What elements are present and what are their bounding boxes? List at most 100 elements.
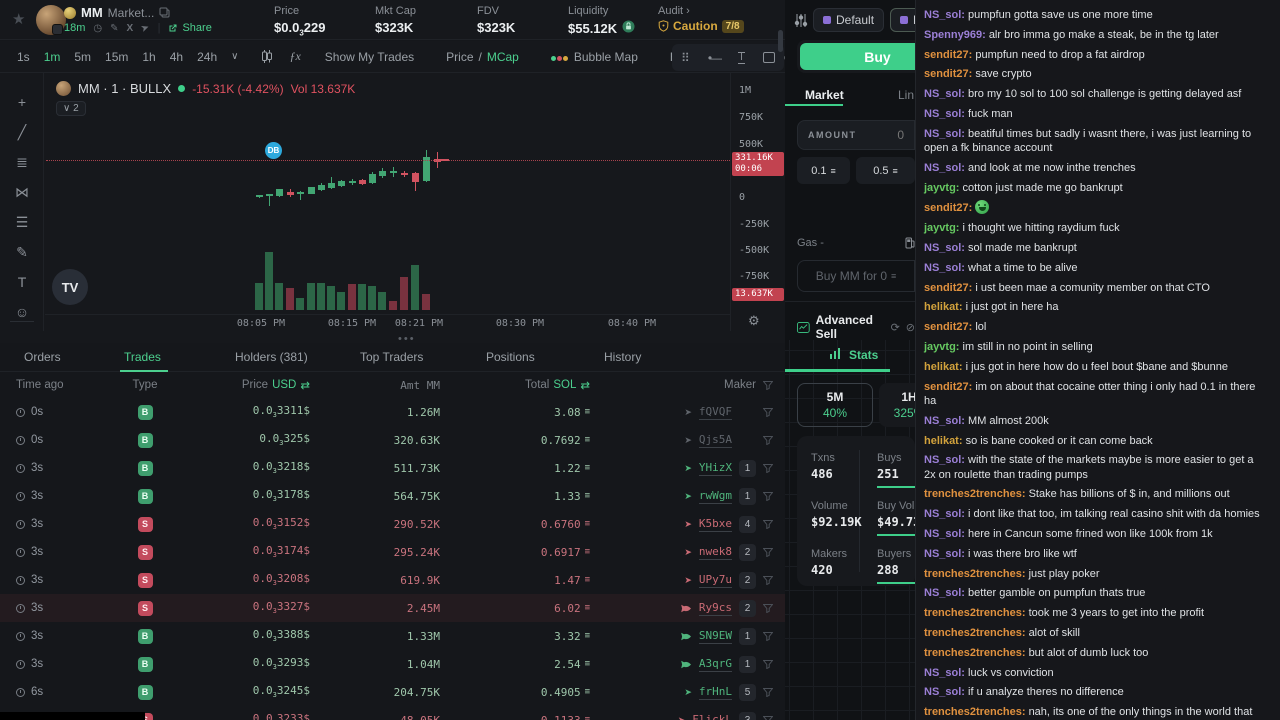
chat-username[interactable]: NS_sol: bbox=[924, 547, 965, 560]
chat-username[interactable]: jayvtg: bbox=[924, 222, 960, 235]
maker-address[interactable]: A3qrG bbox=[698, 656, 732, 672]
chat-panel[interactable]: NS_sol: pumpfun gotta save us one more t… bbox=[915, 0, 1280, 720]
chat-username[interactable]: NS_sol: bbox=[924, 666, 965, 679]
brush-icon[interactable]: ✎ bbox=[16, 243, 28, 260]
edit-icon[interactable]: ✎ bbox=[110, 22, 119, 34]
favorite-star-icon[interactable]: ★ bbox=[12, 11, 26, 28]
maker-address[interactable]: SN9EW bbox=[698, 628, 732, 644]
trade-maker[interactable]: ➤ Qjs5A bbox=[590, 432, 773, 449]
chat-username[interactable]: NS_sol: bbox=[924, 242, 965, 255]
amount-preset-0.1[interactable]: 0.1 ≡ bbox=[797, 157, 850, 184]
maker-address[interactable]: Qjs5A bbox=[698, 432, 732, 448]
chat-username[interactable]: trenches2trenches: bbox=[924, 646, 1026, 659]
table-row[interactable]: 3s S 0.033327$ 2.45M 6.02 ≡ Ry9cs 2 bbox=[0, 594, 785, 622]
swap-icon[interactable]: ⇄ bbox=[580, 380, 590, 392]
maker-address[interactable]: rwWgm bbox=[698, 488, 732, 504]
chart-settings-gear-icon[interactable]: ⚙ bbox=[748, 313, 760, 328]
indicators-fx-icon[interactable]: ƒx bbox=[289, 49, 301, 63]
chat-username[interactable]: trenches2trenches: bbox=[924, 488, 1026, 501]
tab-trades[interactable]: Trades bbox=[124, 350, 161, 364]
measure-line-icon[interactable]: •— bbox=[707, 50, 722, 65]
table-row[interactable]: 3s B 0.033178$ 564.75K 1.33 ≡ ➤ rwWgm 1 bbox=[0, 482, 785, 510]
emoji-tool-icon[interactable]: ☺ bbox=[14, 304, 30, 320]
table-row[interactable]: 3s B 0.033293$ 1.04M 2.54 ≡ A3qrG 1 bbox=[0, 650, 785, 678]
chat-username[interactable]: trenches2trenches: bbox=[924, 627, 1026, 639]
chat-username[interactable]: jayvtg: bbox=[924, 181, 960, 194]
timeframe-1h[interactable]: 1h bbox=[142, 49, 156, 64]
x-social-icon[interactable]: X bbox=[126, 22, 134, 34]
candle-style-icon[interactable] bbox=[261, 49, 273, 64]
table-row[interactable]: 0s B 0.033311$ 1.26M 3.08 ≡ ➤ fQVQF bbox=[0, 398, 785, 426]
candlestick-chart[interactable]: + ╱ ≣ ⋈ ☰ ✎ T ☺ MM · 1 · BULLX -15.31K (-4.42%)… bbox=[0, 73, 785, 343]
share-button[interactable]: Share bbox=[168, 22, 212, 34]
filter-icon[interactable] bbox=[763, 380, 773, 390]
chat-username[interactable]: sendit27: bbox=[924, 48, 973, 61]
timeframe-15m[interactable]: 15m bbox=[105, 49, 129, 64]
tab-market[interactable]: Market bbox=[805, 88, 844, 102]
filter-icon[interactable] bbox=[763, 687, 773, 697]
chat-username[interactable]: NS_sol: bbox=[924, 107, 965, 120]
maker-address[interactable]: Ry9cs bbox=[698, 600, 732, 616]
tab-history[interactable]: History bbox=[604, 350, 642, 364]
amount-preset-0.5[interactable]: 0.5 ≡ bbox=[856, 157, 915, 184]
chat-username[interactable]: trenches2trenches: bbox=[924, 607, 1026, 620]
audit-block[interactable]: Audit › Caution 7/8 bbox=[658, 5, 744, 33]
presets-settings-icon[interactable] bbox=[794, 13, 808, 33]
col-maker[interactable]: Maker bbox=[590, 379, 773, 391]
drag-grip-icon[interactable]: ⠿ bbox=[681, 50, 690, 65]
crosshair-icon[interactable]: + bbox=[17, 94, 27, 110]
chat-username[interactable]: NS_sol: bbox=[924, 88, 965, 101]
chat-username[interactable]: sendit27: bbox=[924, 68, 973, 81]
bubble-map-button[interactable]: Bubble Map bbox=[543, 50, 646, 64]
filter-icon[interactable] bbox=[763, 519, 773, 529]
chat-username[interactable]: NS_sol: bbox=[924, 454, 965, 467]
chat-username[interactable]: trenches2trenches: bbox=[924, 567, 1026, 580]
chat-username[interactable]: NS_sol: bbox=[924, 9, 965, 21]
filter-icon[interactable] bbox=[763, 631, 773, 641]
tab-stats[interactable]: Stats bbox=[830, 348, 878, 362]
maker-address[interactable]: nwek8 bbox=[698, 544, 732, 560]
show-my-trades-button[interactable]: Show My Trades bbox=[324, 49, 415, 64]
total-unit-toggle[interactable]: SOL bbox=[553, 379, 577, 391]
chat-username[interactable]: helikat: bbox=[924, 360, 963, 373]
dev-buy-marker[interactable]: DB bbox=[265, 142, 282, 159]
tab-positions[interactable]: Positions bbox=[486, 350, 535, 364]
tab-top-traders[interactable]: Top Traders bbox=[360, 350, 424, 364]
price-unit-toggle[interactable]: USD bbox=[272, 379, 297, 391]
chat-username[interactable]: sendit27: bbox=[924, 281, 973, 294]
strategy-icon[interactable]: ⊘ bbox=[905, 321, 915, 334]
trendline-icon[interactable]: ╱ bbox=[17, 123, 27, 140]
time-axis[interactable]: 08:05 PM 08:15 PM 08:21 PM 08:30 PM 08:40 PM bbox=[45, 314, 730, 331]
timeframe-1s[interactable]: 1s bbox=[17, 49, 30, 64]
trade-maker[interactable]: ➤ UPy7u 2 bbox=[590, 571, 773, 589]
price-range-icon[interactable]: I bbox=[738, 51, 745, 64]
price-mcap-toggle[interactable]: Price / MCap bbox=[438, 50, 527, 64]
chat-username[interactable]: sendit27: bbox=[924, 321, 973, 334]
filter-icon[interactable] bbox=[763, 407, 773, 417]
filter-icon[interactable] bbox=[763, 659, 773, 669]
text-tool-icon[interactable]: T bbox=[17, 274, 27, 290]
chat-username[interactable]: NS_sol: bbox=[924, 127, 965, 140]
chat-username[interactable]: NS_sol: bbox=[924, 528, 965, 541]
panel-resize-handle[interactable]: ••• bbox=[398, 333, 416, 343]
price-axis[interactable]: 1M 750K 500K 0 -250K -500K -750K 331.16K 00:06 13… bbox=[730, 73, 785, 331]
chat-username[interactable]: jayvtg: bbox=[924, 341, 960, 354]
timeframe-5m[interactable]: 5m bbox=[74, 49, 92, 64]
trade-maker[interactable]: ➤ K5bxe 4 bbox=[590, 515, 773, 533]
chat-username[interactable]: helikat: bbox=[924, 301, 963, 314]
filter-icon[interactable] bbox=[763, 463, 773, 473]
maker-address[interactable]: YHizX bbox=[698, 460, 732, 476]
gann-lines-icon[interactable]: ☰ bbox=[15, 213, 29, 230]
table-row[interactable]: 0s B 0.03325$ 320.63K 0.7692 ≡ ➤ Qjs5A bbox=[0, 426, 785, 454]
tab-orders[interactable]: Orders bbox=[24, 350, 61, 364]
trade-maker[interactable]: ➤ fQVQF bbox=[590, 404, 773, 421]
maker-address[interactable]: frHnL bbox=[698, 684, 732, 700]
trade-maker[interactable]: ➤ frHnL 5 bbox=[590, 683, 773, 701]
timeframe-1m[interactable]: 1m bbox=[43, 49, 61, 64]
col-total[interactable]: Total SOL ⇄ bbox=[525, 379, 590, 392]
table-scrollbar[interactable] bbox=[778, 30, 783, 52]
maker-address[interactable]: UPy7u bbox=[698, 572, 732, 588]
rectangle-tool-icon[interactable] bbox=[762, 52, 775, 63]
chat-username[interactable]: sendit27: bbox=[924, 380, 973, 393]
maker-address[interactable]: FlickL bbox=[692, 713, 732, 720]
